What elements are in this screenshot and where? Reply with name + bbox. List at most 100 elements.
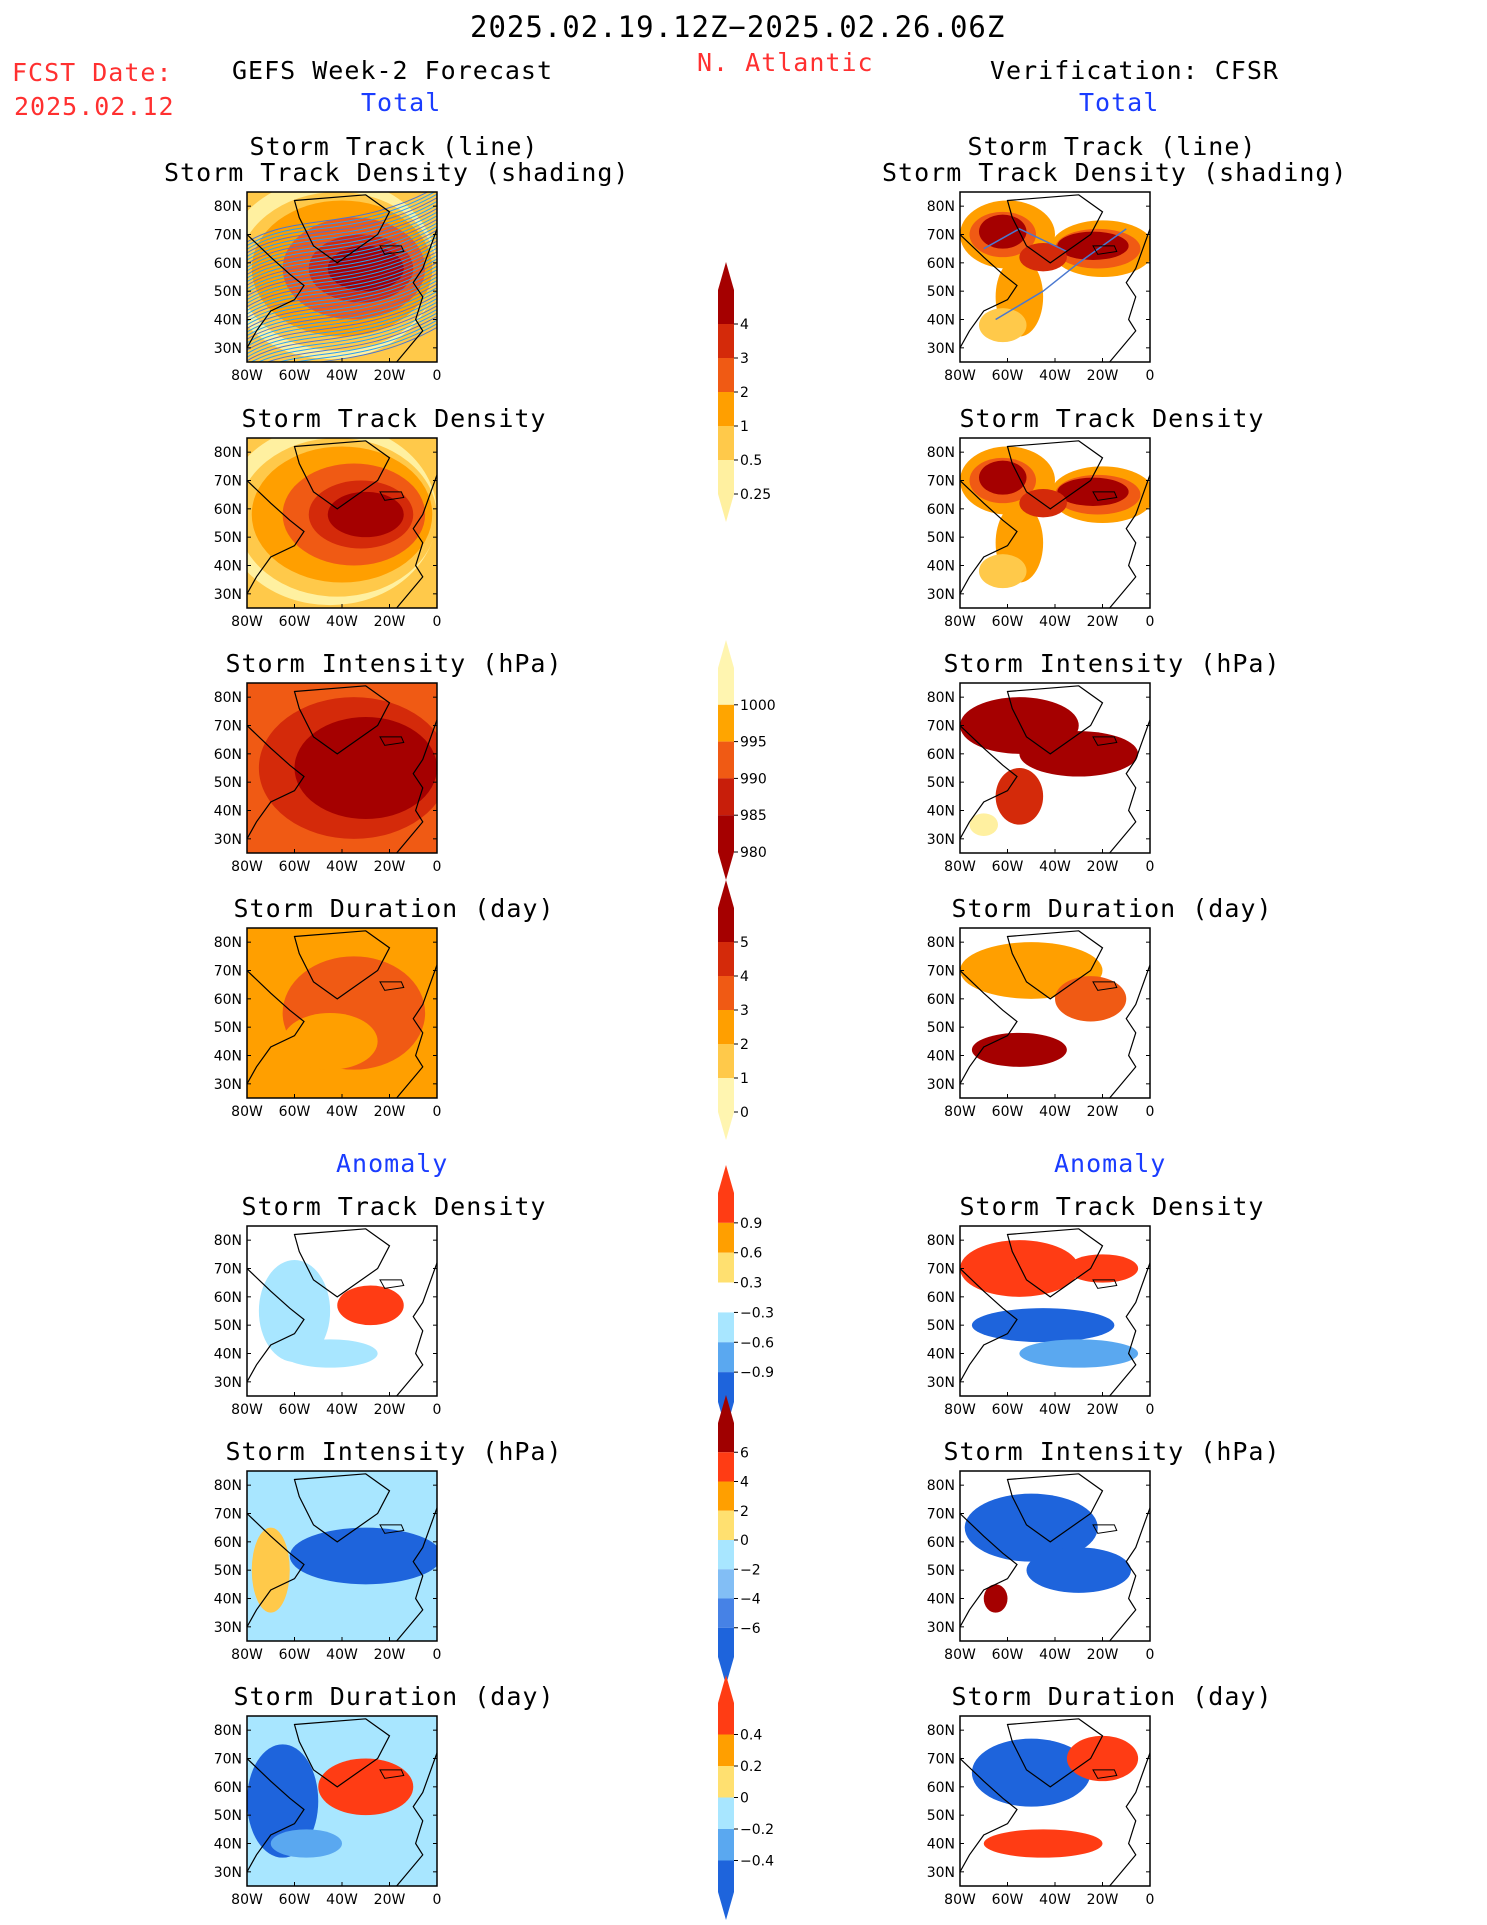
lat-label: 60N xyxy=(927,747,955,763)
shading-region xyxy=(969,813,998,836)
north-america-coastline xyxy=(247,480,305,595)
anomaly-label-left: Anomaly xyxy=(336,1149,449,1178)
colorbar-segment xyxy=(718,1372,734,1402)
lon-label: 40W xyxy=(1039,614,1071,630)
europe-africa-coastline xyxy=(396,474,437,608)
lat-label: 60N xyxy=(214,992,242,1008)
lat-label: 70N xyxy=(214,228,242,244)
lon-label: 40W xyxy=(326,1402,358,1418)
lat-label: 70N xyxy=(214,1752,242,1768)
panel-title-duration-right: Storm Duration (day) xyxy=(951,894,1273,923)
storm-track-line xyxy=(247,298,437,355)
lat-label: 80N xyxy=(214,1723,242,1739)
storm-track-line xyxy=(247,247,437,304)
storm-track-line xyxy=(247,272,437,329)
colorbar-label: 980 xyxy=(740,845,767,861)
north-america-coastline xyxy=(960,1268,1018,1383)
lat-label: 70N xyxy=(214,1262,242,1278)
storm-track-line xyxy=(247,287,437,344)
lon-label: 20W xyxy=(1087,859,1119,875)
lon-label: 60W xyxy=(992,1402,1024,1418)
europe-africa-coastline xyxy=(1109,228,1150,362)
colorbar-segment xyxy=(718,290,734,324)
lon-label: 60W xyxy=(992,859,1024,875)
colorbar-top-arrow xyxy=(718,262,734,290)
lat-label: 60N xyxy=(214,1535,242,1551)
europe-africa-coastline xyxy=(1109,1262,1150,1396)
lat-label: 30N xyxy=(214,1077,242,1093)
lat-label: 40N xyxy=(214,1592,242,1608)
north-america-coastline xyxy=(960,1513,1018,1628)
colorbar-label: 0.5 xyxy=(740,453,762,469)
greenland-coastline xyxy=(293,440,391,510)
greenland-coastline xyxy=(293,194,391,264)
colorbar-segment xyxy=(718,1078,734,1112)
storm-track-line xyxy=(247,269,437,326)
lat-label: 80N xyxy=(927,1723,955,1739)
lat-label: 50N xyxy=(214,775,242,791)
lat-label: 40N xyxy=(214,1347,242,1363)
colorbar-density_total: 4 3 2 1 0.5 0.25 xyxy=(718,262,771,522)
colorbar-segment xyxy=(718,1540,734,1570)
lat-label: 30N xyxy=(927,1077,955,1093)
lat-label: 60N xyxy=(214,1290,242,1306)
storm-track-line xyxy=(247,192,429,243)
colorbar-segment xyxy=(718,1481,734,1511)
europe-africa-coastline xyxy=(396,1507,437,1641)
shading-region xyxy=(960,1240,1079,1297)
lat-label: 70N xyxy=(214,474,242,490)
lat-label: 80N xyxy=(927,690,955,706)
lon-label: 40W xyxy=(1039,859,1071,875)
storm-track-line xyxy=(983,227,1068,253)
colorbar-segment xyxy=(718,1627,734,1657)
colorbar-label: 1 xyxy=(740,1071,749,1087)
map-track-lines-verification: 80N 70N 60N 50N 40N 30N 80W 60W 40W 20W 0 xyxy=(927,191,1155,384)
lon-label: 0 xyxy=(1146,614,1155,630)
map-duration-forecast: 80N 70N 60N 50N 40N 30N 80W 60W 40W 20W 0 xyxy=(214,927,441,1120)
lon-label: 40W xyxy=(326,1647,358,1663)
greenland-coastline xyxy=(1006,194,1104,264)
lat-label: 50N xyxy=(927,1563,955,1579)
storm-track-line xyxy=(247,226,437,283)
greenland-coastline xyxy=(1006,1228,1104,1298)
panel-title-density-left: Storm Track Density xyxy=(241,404,547,433)
north-america-coastline xyxy=(960,1758,1018,1873)
panel-title-duration-left: Storm Duration (day) xyxy=(233,894,555,923)
storm-track-line xyxy=(247,254,437,311)
lon-label: 60W xyxy=(992,1647,1024,1663)
colorbar-label: 6 xyxy=(740,1445,749,1461)
map-duration-anomaly-forecast: 80N 70N 60N 50N 40N 30N 80W 60W 40W 20W 0 xyxy=(214,1715,441,1908)
greenland-coastline xyxy=(293,685,391,755)
north-america-coastline xyxy=(247,725,305,840)
lon-label: 80W xyxy=(231,859,263,875)
lat-label: 40N xyxy=(214,313,242,329)
lat-label: 50N xyxy=(214,1808,242,1824)
panel-title-duration-anom-right: Storm Duration (day) xyxy=(951,1682,1273,1711)
europe-africa-coastline xyxy=(1109,474,1150,608)
colorbar-top-arrow xyxy=(718,640,734,668)
lon-label: 20W xyxy=(1087,1402,1119,1418)
colorbar-label: −4 xyxy=(740,1592,761,1608)
lon-label: 0 xyxy=(1146,1892,1155,1908)
map-duration-verification: 80N 70N 60N 50N 40N 30N 80W 60W 40W 20W 0 xyxy=(927,927,1154,1120)
lat-label: 70N xyxy=(927,474,955,490)
greenland-coastline xyxy=(293,1718,391,1788)
lon-label: 80W xyxy=(231,614,263,630)
lon-label: 20W xyxy=(374,859,406,875)
storm-track-line xyxy=(247,211,437,268)
colorbar-segment xyxy=(718,1829,734,1861)
colorbar-bottom-arrow xyxy=(718,1657,734,1685)
lon-label: 40W xyxy=(326,368,358,384)
lat-label: 80N xyxy=(214,690,242,706)
lat-label: 30N xyxy=(214,341,242,357)
lon-label: 60W xyxy=(279,1647,311,1663)
shading-region xyxy=(327,491,404,538)
storm-track-line xyxy=(247,229,437,286)
lon-label: 0 xyxy=(1146,1402,1155,1418)
lon-label: 0 xyxy=(1146,368,1155,384)
lon-label: 80W xyxy=(231,368,263,384)
iceland-coastline xyxy=(1092,736,1118,746)
colorbar-segment xyxy=(718,1252,734,1283)
storm-track-line xyxy=(247,218,437,275)
lon-label: 60W xyxy=(279,368,311,384)
